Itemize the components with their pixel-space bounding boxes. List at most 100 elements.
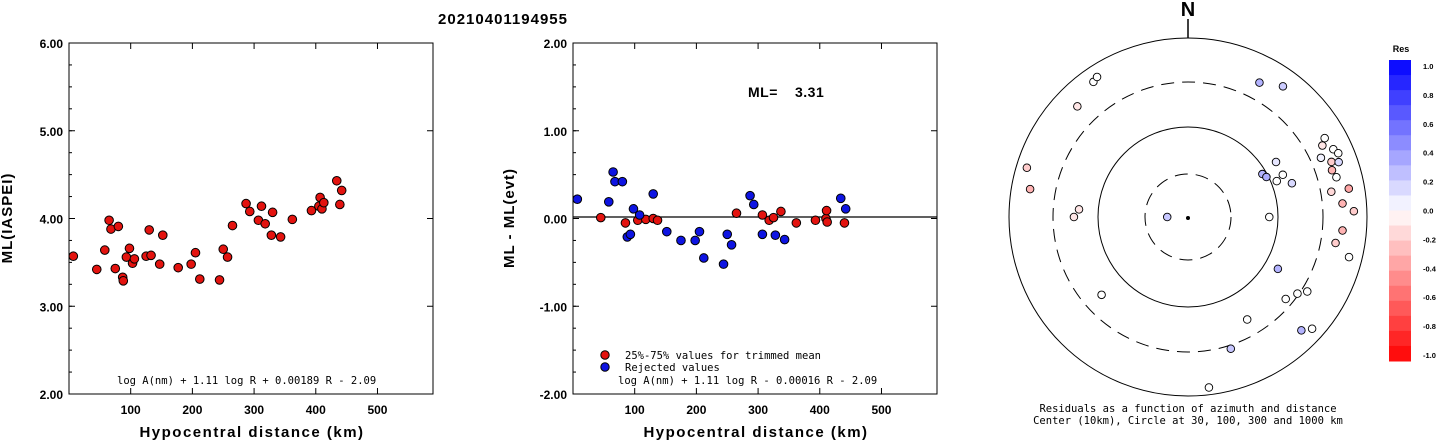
colorbar-cells <box>1389 60 1411 362</box>
colorbar-cell <box>1389 330 1411 347</box>
plot2-point <box>652 215 663 226</box>
plot1-point <box>68 251 79 262</box>
ml-residual-plot: 100 200 300 400 500 -2.00 -1.00 0.00 1.00 2.00 ML… <box>501 37 938 441</box>
plot1-point <box>157 230 168 240</box>
polar-point <box>1303 287 1312 296</box>
plot1-point <box>91 264 102 275</box>
plot1-point <box>319 197 329 208</box>
plot2-point <box>757 210 768 220</box>
plot2-point <box>628 204 639 214</box>
colorbar-cell <box>1389 135 1411 151</box>
plot2-xtick-label: 300 <box>748 403 768 417</box>
plot3-points <box>1022 72 1359 392</box>
polar-point <box>1162 212 1172 222</box>
colorbar-tick-label: -0.6 <box>1423 293 1436 302</box>
colorbar-cell <box>1389 150 1411 166</box>
plot2-point <box>676 235 686 246</box>
plot1-point <box>266 230 277 240</box>
plot1-point <box>144 225 155 235</box>
polar-point <box>1332 172 1341 182</box>
plot2-xtick-label: 400 <box>810 403 830 417</box>
colorbar-cell <box>1389 270 1411 287</box>
polar-point <box>1073 102 1082 111</box>
polar-point <box>1334 148 1343 158</box>
polar-point <box>1022 163 1032 172</box>
plot1-point <box>194 274 205 284</box>
colorbar-ticks: 1.0 0.8 0.6 0.4 0.2 0.0 -0.2 -0.4 -0.6 -0.8 -1.0 <box>1423 62 1437 360</box>
plot2-point <box>731 208 742 219</box>
plot1-point <box>222 252 233 262</box>
colorbar-tick-label: 0.0 <box>1423 207 1433 216</box>
plot1-point <box>275 232 286 242</box>
circle-1000km <box>1008 37 1368 397</box>
plot2-point <box>810 215 821 226</box>
plot1-point <box>267 207 278 218</box>
polar-point <box>1297 326 1306 335</box>
polar-point <box>1273 264 1283 274</box>
plot2-point <box>620 218 631 228</box>
polar-point <box>1349 206 1359 216</box>
plot2-point <box>726 240 737 250</box>
plot2-xtick-label: 100 <box>625 403 645 417</box>
colorbar-title: Res <box>1393 44 1410 54</box>
plot2-ytick-label: 1.00 <box>544 125 568 139</box>
plot2-point <box>603 197 614 207</box>
plot1-point <box>227 220 238 231</box>
colorbar-tick-label: 0.4 <box>1423 149 1434 158</box>
plot1-xtick-label: 400 <box>306 403 326 417</box>
colorbar-cell <box>1389 255 1411 272</box>
colorbar-cell <box>1389 225 1411 242</box>
polar-point <box>1334 157 1343 167</box>
plot1-point <box>336 185 347 196</box>
plot2-point <box>722 229 733 240</box>
plot1-point <box>124 243 135 254</box>
plot1-ytick-label: 5.00 <box>40 125 64 139</box>
polar-point <box>1092 72 1102 82</box>
plot1-ytick-label: 2.00 <box>40 388 64 402</box>
plot1-xtick-label: 100 <box>121 403 141 417</box>
plot1-point <box>104 215 114 226</box>
plot2-point <box>768 212 779 223</box>
plot2-point <box>745 190 755 201</box>
plot1-frame <box>68 42 434 395</box>
polar-point <box>1025 184 1035 194</box>
polar-point <box>1327 165 1337 175</box>
plot1-point <box>331 175 342 186</box>
plot2-point <box>625 229 636 240</box>
plot2-point <box>608 167 618 177</box>
plot2-point <box>572 194 583 204</box>
plot2-point <box>661 226 672 237</box>
polar-point <box>1262 172 1271 182</box>
residual-azimuth-plot: N Residuals as a function of azimuth and… <box>1008 0 1368 427</box>
plot2-point <box>748 199 759 210</box>
plot2-point <box>821 205 832 216</box>
colorbar-tick-label: -1.0 <box>1423 351 1436 360</box>
polar-point <box>1293 289 1302 298</box>
colorbar-cell <box>1389 240 1411 257</box>
polar-point <box>1281 294 1290 304</box>
plot2-point <box>595 212 606 223</box>
colorbar-cell <box>1389 105 1411 121</box>
plot2-ytick-label: 2.00 <box>544 37 568 51</box>
colorbar-tick-label: 0.2 <box>1423 178 1433 187</box>
plot1-point <box>190 247 201 258</box>
plot2-point <box>822 217 832 227</box>
legend-marker-rejected <box>600 362 610 372</box>
polar-point <box>1272 176 1282 186</box>
plot1-point <box>335 199 345 210</box>
polar-point <box>1074 205 1084 214</box>
plot1-ytick-label: 4.00 <box>40 213 64 227</box>
circle-100km <box>1097 126 1279 308</box>
plot1-point <box>173 262 183 273</box>
plot1-point <box>186 259 196 269</box>
polar-point <box>1307 324 1317 333</box>
legend-label-trimmed: 25%-75% values for trimmed mean <box>625 350 821 362</box>
polar-point <box>1265 212 1274 222</box>
polar-point <box>1344 252 1354 262</box>
colorbar-cell <box>1389 165 1411 181</box>
plot2-xlabel: Hypocentral distance (km) <box>643 424 868 441</box>
polar-point <box>1255 78 1264 87</box>
colorbar-cell <box>1389 315 1411 332</box>
plot1-point <box>256 201 267 212</box>
plot2-point <box>776 206 786 217</box>
